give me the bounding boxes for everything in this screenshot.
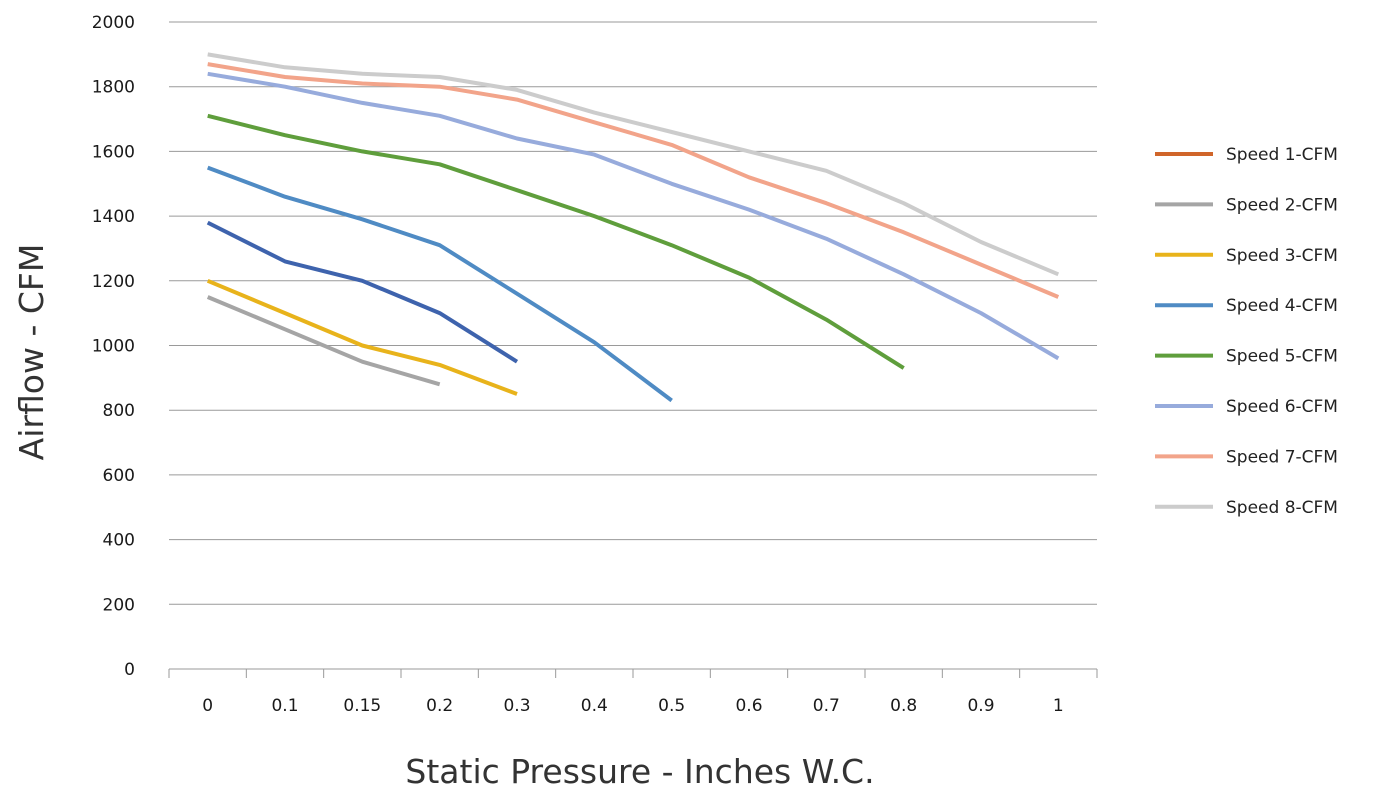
x-tick-label: 0.9 bbox=[967, 696, 994, 716]
y-tick-label: 1200 bbox=[92, 272, 135, 292]
legend-label: Speed 5-CFM bbox=[1226, 347, 1338, 367]
x-tick-label: 0.6 bbox=[735, 696, 762, 716]
x-tick-label: 0.2 bbox=[426, 696, 453, 716]
y-axis-tick-labels: 0 200 400 600 800 1000 1200 1400 1600 1800 2000 bbox=[92, 13, 135, 680]
x-tick-label: 0.7 bbox=[813, 696, 840, 716]
x-tick-label: 0.4 bbox=[581, 696, 608, 716]
legend-item: Speed 3-CFM bbox=[1155, 246, 1338, 266]
y-tick-label: 1600 bbox=[92, 142, 135, 162]
y-tick-label: 200 bbox=[103, 595, 135, 615]
y-tick-label: 600 bbox=[103, 466, 135, 486]
legend-item: Speed 8-CFM bbox=[1155, 498, 1338, 518]
legend-item: Speed 2-CFM bbox=[1155, 195, 1338, 215]
legend-label: Speed 4-CFM bbox=[1226, 296, 1338, 316]
x-tick-label: 0 bbox=[202, 696, 213, 716]
y-tick-label: 0 bbox=[124, 660, 135, 680]
y-tick-label: 1400 bbox=[92, 207, 135, 227]
series-line-speed-2-cfm bbox=[206, 295, 441, 387]
legend-label: Speed 1-CFM bbox=[1226, 145, 1338, 165]
y-axis-title: Airflow - CFM bbox=[12, 244, 51, 461]
x-tick-label: 1 bbox=[1053, 696, 1064, 716]
legend-label: Speed 6-CFM bbox=[1226, 397, 1338, 417]
legend-item: Speed 1-CFM bbox=[1155, 145, 1338, 165]
series-line-speed-7-cfm bbox=[207, 62, 1060, 299]
x-axis-title: Static Pressure - Inches W.C. bbox=[405, 752, 874, 786]
x-tick-label: 0.15 bbox=[343, 696, 381, 716]
legend-label: Speed 3-CFM bbox=[1226, 246, 1338, 266]
series-line-speed-5-cfm bbox=[207, 113, 905, 370]
y-tick-label: 1000 bbox=[92, 337, 135, 357]
y-tick-label: 800 bbox=[103, 401, 135, 421]
legend-item: Speed 6-CFM bbox=[1155, 397, 1338, 417]
x-tick-label: 0.3 bbox=[503, 696, 530, 716]
series-line-speed-8-cfm bbox=[207, 52, 1060, 277]
legend-label: Speed 7-CFM bbox=[1226, 447, 1338, 467]
series-lines bbox=[206, 52, 1060, 403]
gridlines bbox=[169, 21, 1097, 605]
x-axis-tick-labels: 0 0.1 0.15 0.2 0.3 0.4 0.5 0.6 0.7 0.8 0.9 1 bbox=[202, 696, 1063, 716]
legend: Speed 1-CFM Speed 2-CFM Speed 3-CFM Speed 4… bbox=[1155, 145, 1338, 518]
series-line-speed-1-cfm bbox=[206, 220, 519, 364]
x-tick-label: 0.1 bbox=[271, 696, 298, 716]
series-line-speed-4-cfm bbox=[206, 165, 673, 403]
series-line-speed-6-cfm bbox=[207, 71, 1060, 361]
series-line-speed-3-cfm bbox=[206, 278, 518, 396]
x-tick-label: 0.8 bbox=[890, 696, 917, 716]
y-tick-label: 400 bbox=[103, 531, 135, 551]
x-tick-label: 0.5 bbox=[658, 696, 685, 716]
legend-label: Speed 2-CFM bbox=[1226, 195, 1338, 215]
y-tick-label: 1800 bbox=[92, 78, 135, 98]
legend-item: Speed 4-CFM bbox=[1155, 296, 1338, 316]
legend-item: Speed 5-CFM bbox=[1155, 347, 1338, 367]
legend-item: Speed 7-CFM bbox=[1155, 447, 1338, 467]
x-axis bbox=[168, 668, 1098, 678]
legend-label: Speed 8-CFM bbox=[1226, 498, 1338, 518]
y-tick-label: 2000 bbox=[92, 13, 135, 33]
